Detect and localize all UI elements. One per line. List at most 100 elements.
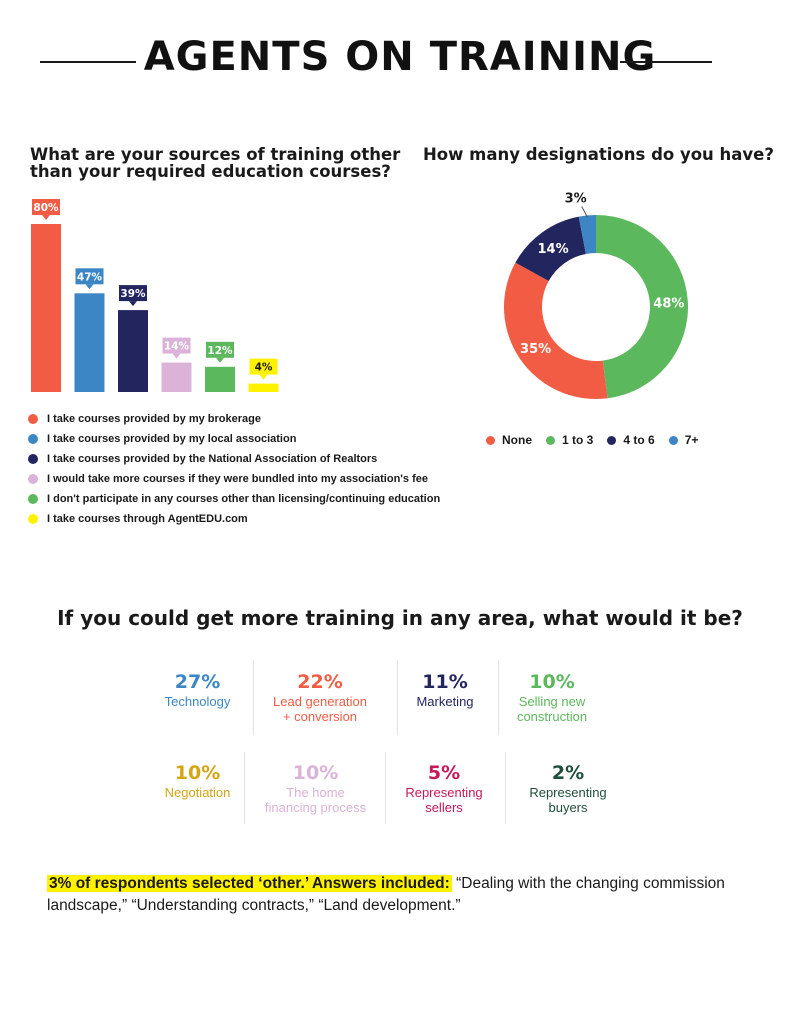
bar-chart-legend: I take courses provided by my brokerage I…	[28, 409, 468, 529]
bar-data-label-2: 47%	[77, 271, 103, 283]
bar-legend-item: I take courses provided by my brokerage	[28, 409, 468, 429]
donut-legend-item: 4 to 6	[607, 433, 655, 447]
bar-5	[205, 366, 235, 392]
legend-label: 1 to 3	[562, 433, 594, 447]
training-area-item: 22% Lead generation + conversion	[255, 672, 385, 724]
title-rule-right	[620, 61, 712, 63]
area-label: Marketing	[416, 694, 474, 709]
legend-label: None	[502, 433, 532, 447]
legend-dot	[28, 414, 38, 424]
area-divider	[505, 752, 506, 824]
donut-leader-line	[581, 206, 588, 218]
legend-dot	[607, 435, 617, 445]
donut-slice-3	[515, 216, 586, 281]
title-rule-left	[40, 61, 136, 63]
bar-data-label-6: 4%	[255, 362, 273, 374]
bar-label-pointer-5	[216, 357, 224, 363]
training-area-item: 2% Representing buyers	[508, 763, 628, 815]
bar-label-bg-6	[249, 358, 278, 375]
bar-2	[74, 293, 105, 392]
training-area-item: 11% Marketing	[400, 672, 490, 709]
area-percent: 11%	[422, 671, 468, 693]
legend-dot	[28, 494, 38, 504]
training-area-item: 10% The home financing process	[248, 763, 383, 815]
donut-slice-4	[578, 215, 596, 254]
footnote-highlight: 3% of respondents selected ‘other.’ Answ…	[47, 875, 452, 892]
bar-3	[118, 310, 148, 392]
donut-chart: 48% 35% 14% 3%	[504, 191, 689, 399]
area-percent: 27%	[174, 671, 221, 693]
bar-legend-item: I don't participate in any courses other…	[28, 489, 468, 509]
bar-legend-item: I would take more courses if they were b…	[28, 469, 468, 489]
area-divider	[385, 752, 386, 824]
bar-data-label-5: 12%	[207, 345, 233, 357]
legend-label: I take courses provided by my brokerage	[47, 413, 261, 425]
bar-label-bg-2	[75, 268, 104, 285]
legend-dot	[28, 474, 38, 484]
area-label: Negotiation	[164, 785, 231, 800]
legend-dot	[546, 435, 555, 445]
area-label: Selling new construction	[516, 694, 588, 724]
donut-data-label-3: 14%	[538, 242, 569, 257]
training-area-item: 10% Negotiation	[150, 763, 245, 800]
donut-slice-2	[596, 215, 689, 399]
training-area-item: 10% Selling new construction	[500, 672, 604, 724]
training-area-item: 5% Representing sellers	[388, 763, 500, 815]
donut-legend-item: 1 to 3	[546, 433, 593, 447]
legend-label: I take courses through AgentEDU.com	[47, 513, 248, 525]
area-percent: 5%	[427, 762, 461, 784]
bar-label-pointer-1	[42, 215, 50, 220]
area-label: The home financing process	[264, 785, 367, 815]
bar-legend-item: I take courses through AgentEDU.com	[28, 509, 468, 529]
legend-dot	[28, 434, 38, 444]
footnote-text: “Dealing with the changing commission la…	[47, 875, 725, 914]
page-title: AGENTS ON TRAINING	[143, 34, 657, 80]
legend-dot	[28, 454, 38, 464]
area-divider	[244, 752, 245, 824]
legend-label: I take courses provided by my local asso…	[47, 433, 297, 445]
legend-label: I take courses provided by the National …	[47, 453, 378, 465]
bar-label-bg-4	[162, 337, 191, 354]
donut-chart-legend: None 1 to 3 4 to 6 7+	[486, 433, 698, 447]
bar-legend-item: I take courses provided by the National …	[28, 449, 468, 469]
legend-label: 7+	[684, 433, 699, 447]
area-label: Lead generation + conversion	[273, 694, 367, 724]
bar-label-bg-1	[32, 199, 60, 215]
bar-label-pointer-2	[85, 284, 94, 290]
legend-dot	[486, 435, 495, 445]
bar-data-label-1: 80%	[33, 202, 59, 214]
bar-legend-item: I take courses provided by my local asso…	[28, 429, 468, 449]
bar-label-pointer-3	[129, 301, 137, 307]
area-percent: 22%	[297, 671, 343, 693]
donut-data-label-1: 35%	[520, 342, 551, 357]
area-percent: 10%	[292, 762, 339, 784]
bar-4	[161, 362, 192, 392]
bar-1	[31, 224, 61, 392]
area-percent: 10%	[529, 671, 575, 693]
area-label: Technology	[164, 694, 231, 709]
area-divider	[397, 660, 398, 735]
area-label: Representing sellers	[405, 785, 483, 815]
bar-label-bg-5	[206, 341, 234, 358]
legend-dot	[668, 435, 678, 445]
donut-legend-item: 7+	[668, 433, 699, 447]
legend-label: I don't participate in any courses other…	[47, 493, 441, 505]
footnote: 3% of respondents selected ‘other.’ Answ…	[47, 873, 747, 917]
bar-chart: 80% 47% 39% 14% 12% 4%	[31, 199, 279, 392]
bar-label-pointer-4	[172, 353, 181, 359]
donut-slice-1	[504, 262, 608, 399]
training-areas-title: If you could get more training in any ar…	[57, 606, 743, 630]
bar-label-bg-3	[119, 285, 147, 302]
donut-data-label-4: 3%	[565, 191, 587, 206]
legend-dot	[28, 514, 38, 524]
donut-chart-title: How many designations do you have?	[423, 145, 774, 164]
area-divider	[253, 660, 254, 735]
donut-legend-item: None	[486, 433, 532, 447]
area-label: Representing buyers	[529, 785, 607, 815]
area-divider	[498, 660, 499, 735]
area-percent: 10%	[174, 762, 221, 784]
legend-label: 4 to 6	[623, 433, 655, 447]
area-percent: 2%	[551, 762, 585, 784]
bar-label-pointer-6	[259, 374, 268, 380]
bar-6	[248, 383, 279, 392]
